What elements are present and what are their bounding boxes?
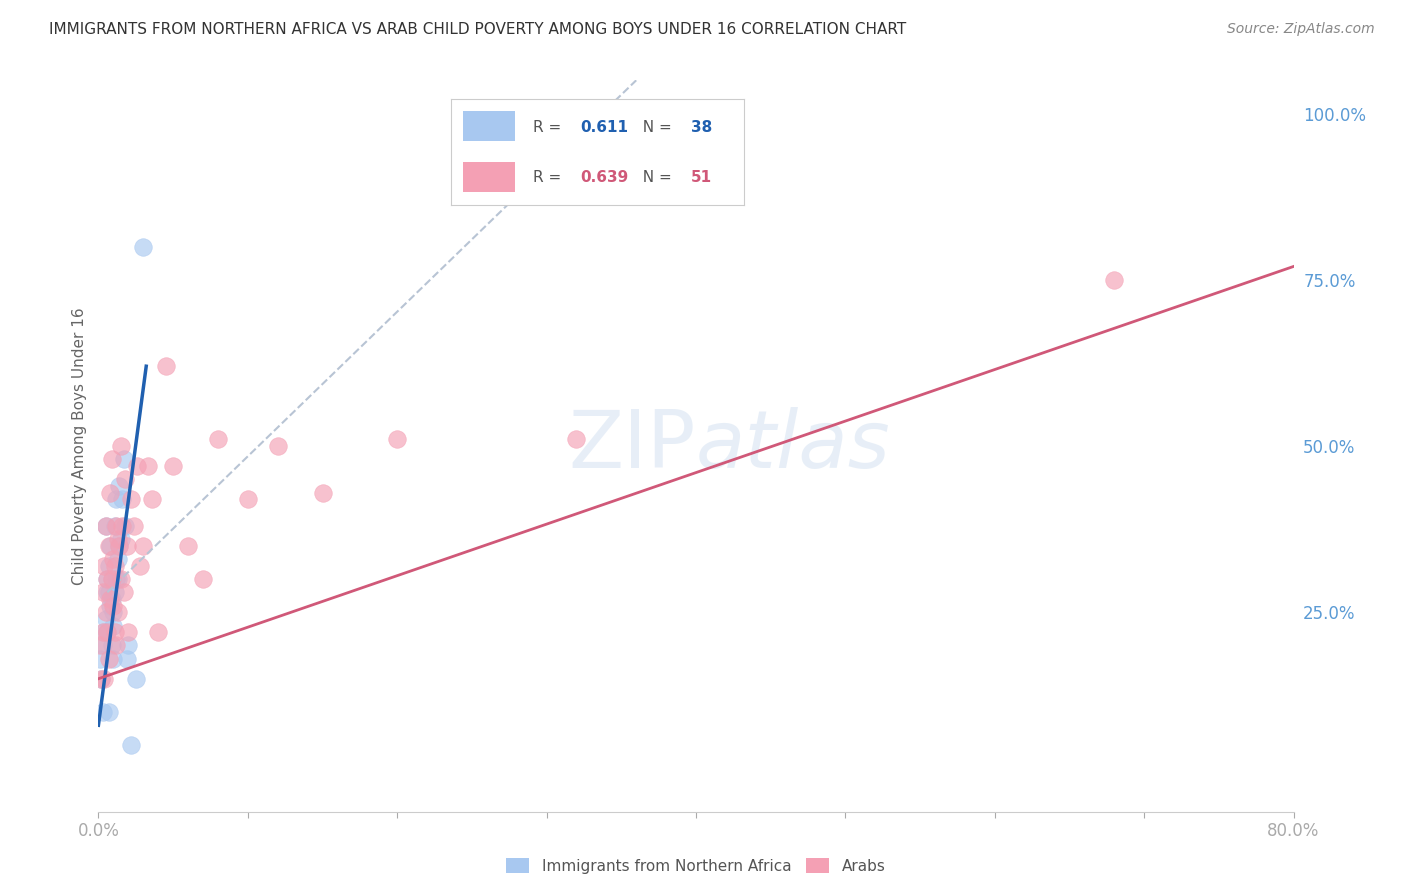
- Point: [207, 433, 229, 447]
- Point: [267, 439, 290, 453]
- Point: [94, 518, 117, 533]
- Point: [177, 539, 200, 553]
- Y-axis label: Child Poverty Among Boys Under 16: Child Poverty Among Boys Under 16: [72, 307, 87, 585]
- Point: [108, 539, 131, 553]
- Point: [108, 479, 131, 493]
- Point: [101, 572, 124, 586]
- Point: [98, 539, 122, 553]
- Text: IMMIGRANTS FROM NORTHERN AFRICA VS ARAB CHILD POVERTY AMONG BOYS UNDER 16 CORREL: IMMIGRANTS FROM NORTHERN AFRICA VS ARAB …: [49, 22, 907, 37]
- Point: [97, 539, 120, 553]
- Point: [103, 599, 125, 613]
- Point: [112, 452, 135, 467]
- Point: [98, 591, 122, 606]
- Point: [91, 639, 114, 653]
- Point: [96, 585, 118, 599]
- Point: [97, 652, 120, 666]
- Point: [132, 539, 155, 553]
- Point: [127, 458, 149, 473]
- Point: [94, 612, 117, 626]
- Point: [107, 572, 129, 586]
- Point: [148, 625, 170, 640]
- Point: [236, 492, 259, 507]
- Point: [94, 518, 117, 533]
- Point: [311, 485, 333, 500]
- Point: [93, 625, 115, 640]
- Point: [97, 705, 120, 719]
- Text: Source: ZipAtlas.com: Source: ZipAtlas.com: [1227, 22, 1375, 37]
- Point: [105, 518, 128, 533]
- Point: [93, 672, 115, 686]
- Point: [104, 518, 127, 533]
- Point: [107, 605, 129, 619]
- Point: [110, 439, 132, 453]
- Point: [97, 585, 120, 599]
- Point: [385, 433, 409, 447]
- Point: [103, 652, 125, 666]
- Point: [132, 239, 155, 253]
- Point: [114, 518, 136, 533]
- Point: [101, 572, 124, 586]
- Point: [112, 585, 135, 599]
- Point: [89, 639, 111, 653]
- Point: [104, 558, 127, 573]
- Point: [105, 639, 128, 653]
- Point: [104, 625, 127, 640]
- Point: [101, 639, 124, 653]
- Point: [124, 518, 146, 533]
- Point: [105, 572, 128, 586]
- Point: [114, 472, 136, 486]
- Point: [103, 552, 125, 566]
- Point: [103, 605, 125, 619]
- Point: [90, 672, 112, 686]
- Point: [89, 652, 111, 666]
- Point: [115, 652, 138, 666]
- Point: [96, 572, 118, 586]
- Point: [107, 532, 129, 546]
- Point: [191, 572, 214, 586]
- Point: [98, 599, 122, 613]
- Point: [96, 625, 118, 640]
- Point: [110, 572, 132, 586]
- Point: [101, 591, 124, 606]
- Point: [110, 532, 132, 546]
- Point: [120, 738, 142, 752]
- Point: [108, 539, 131, 553]
- Point: [96, 625, 118, 640]
- Point: [1104, 273, 1126, 287]
- Point: [107, 552, 129, 566]
- Point: [129, 558, 152, 573]
- Point: [103, 618, 125, 632]
- Point: [111, 518, 134, 533]
- Point: [91, 705, 114, 719]
- Point: [104, 585, 127, 599]
- Point: [155, 359, 177, 374]
- Point: [136, 458, 159, 473]
- Point: [94, 605, 117, 619]
- Point: [565, 433, 588, 447]
- Point: [125, 672, 148, 686]
- Point: [91, 625, 114, 640]
- Point: [115, 539, 138, 553]
- Point: [105, 492, 128, 507]
- Point: [97, 558, 120, 573]
- Point: [111, 492, 134, 507]
- Point: [117, 639, 139, 653]
- Text: atlas: atlas: [696, 407, 891, 485]
- Text: ZIP: ZIP: [568, 407, 696, 485]
- Point: [91, 585, 114, 599]
- Point: [162, 458, 184, 473]
- Point: [141, 492, 163, 507]
- Point: [101, 452, 124, 467]
- Point: [117, 625, 139, 640]
- Point: [98, 485, 122, 500]
- Point: [96, 572, 118, 586]
- Point: [90, 672, 112, 686]
- Legend: Immigrants from Northern Africa, Arabs: Immigrants from Northern Africa, Arabs: [506, 857, 886, 873]
- Point: [93, 558, 115, 573]
- Point: [120, 492, 142, 507]
